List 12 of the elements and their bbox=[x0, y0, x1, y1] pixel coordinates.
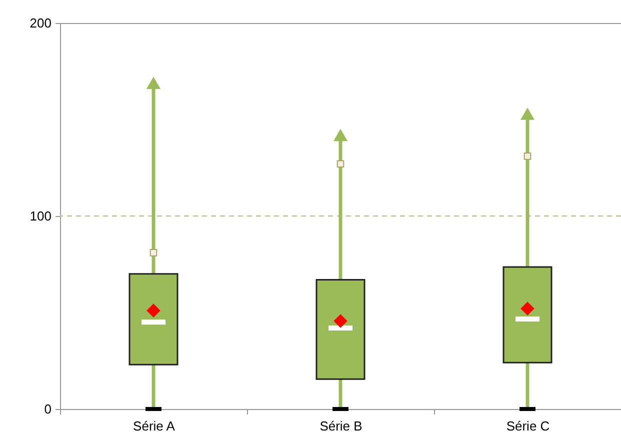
point bbox=[146, 76, 161, 89]
y-tick-label: 200 bbox=[30, 16, 52, 30]
point bbox=[524, 152, 532, 160]
point bbox=[336, 160, 344, 168]
point bbox=[520, 108, 535, 120]
point bbox=[150, 249, 158, 256]
y-tick-label: 100 bbox=[30, 208, 52, 224]
x-tick-label: Série A bbox=[133, 418, 176, 434]
x-tick-label: Série C bbox=[506, 418, 550, 434]
x-tick-label: Série B bbox=[320, 418, 362, 434]
y-tick-label: 0 bbox=[44, 402, 52, 416]
point bbox=[333, 128, 348, 142]
